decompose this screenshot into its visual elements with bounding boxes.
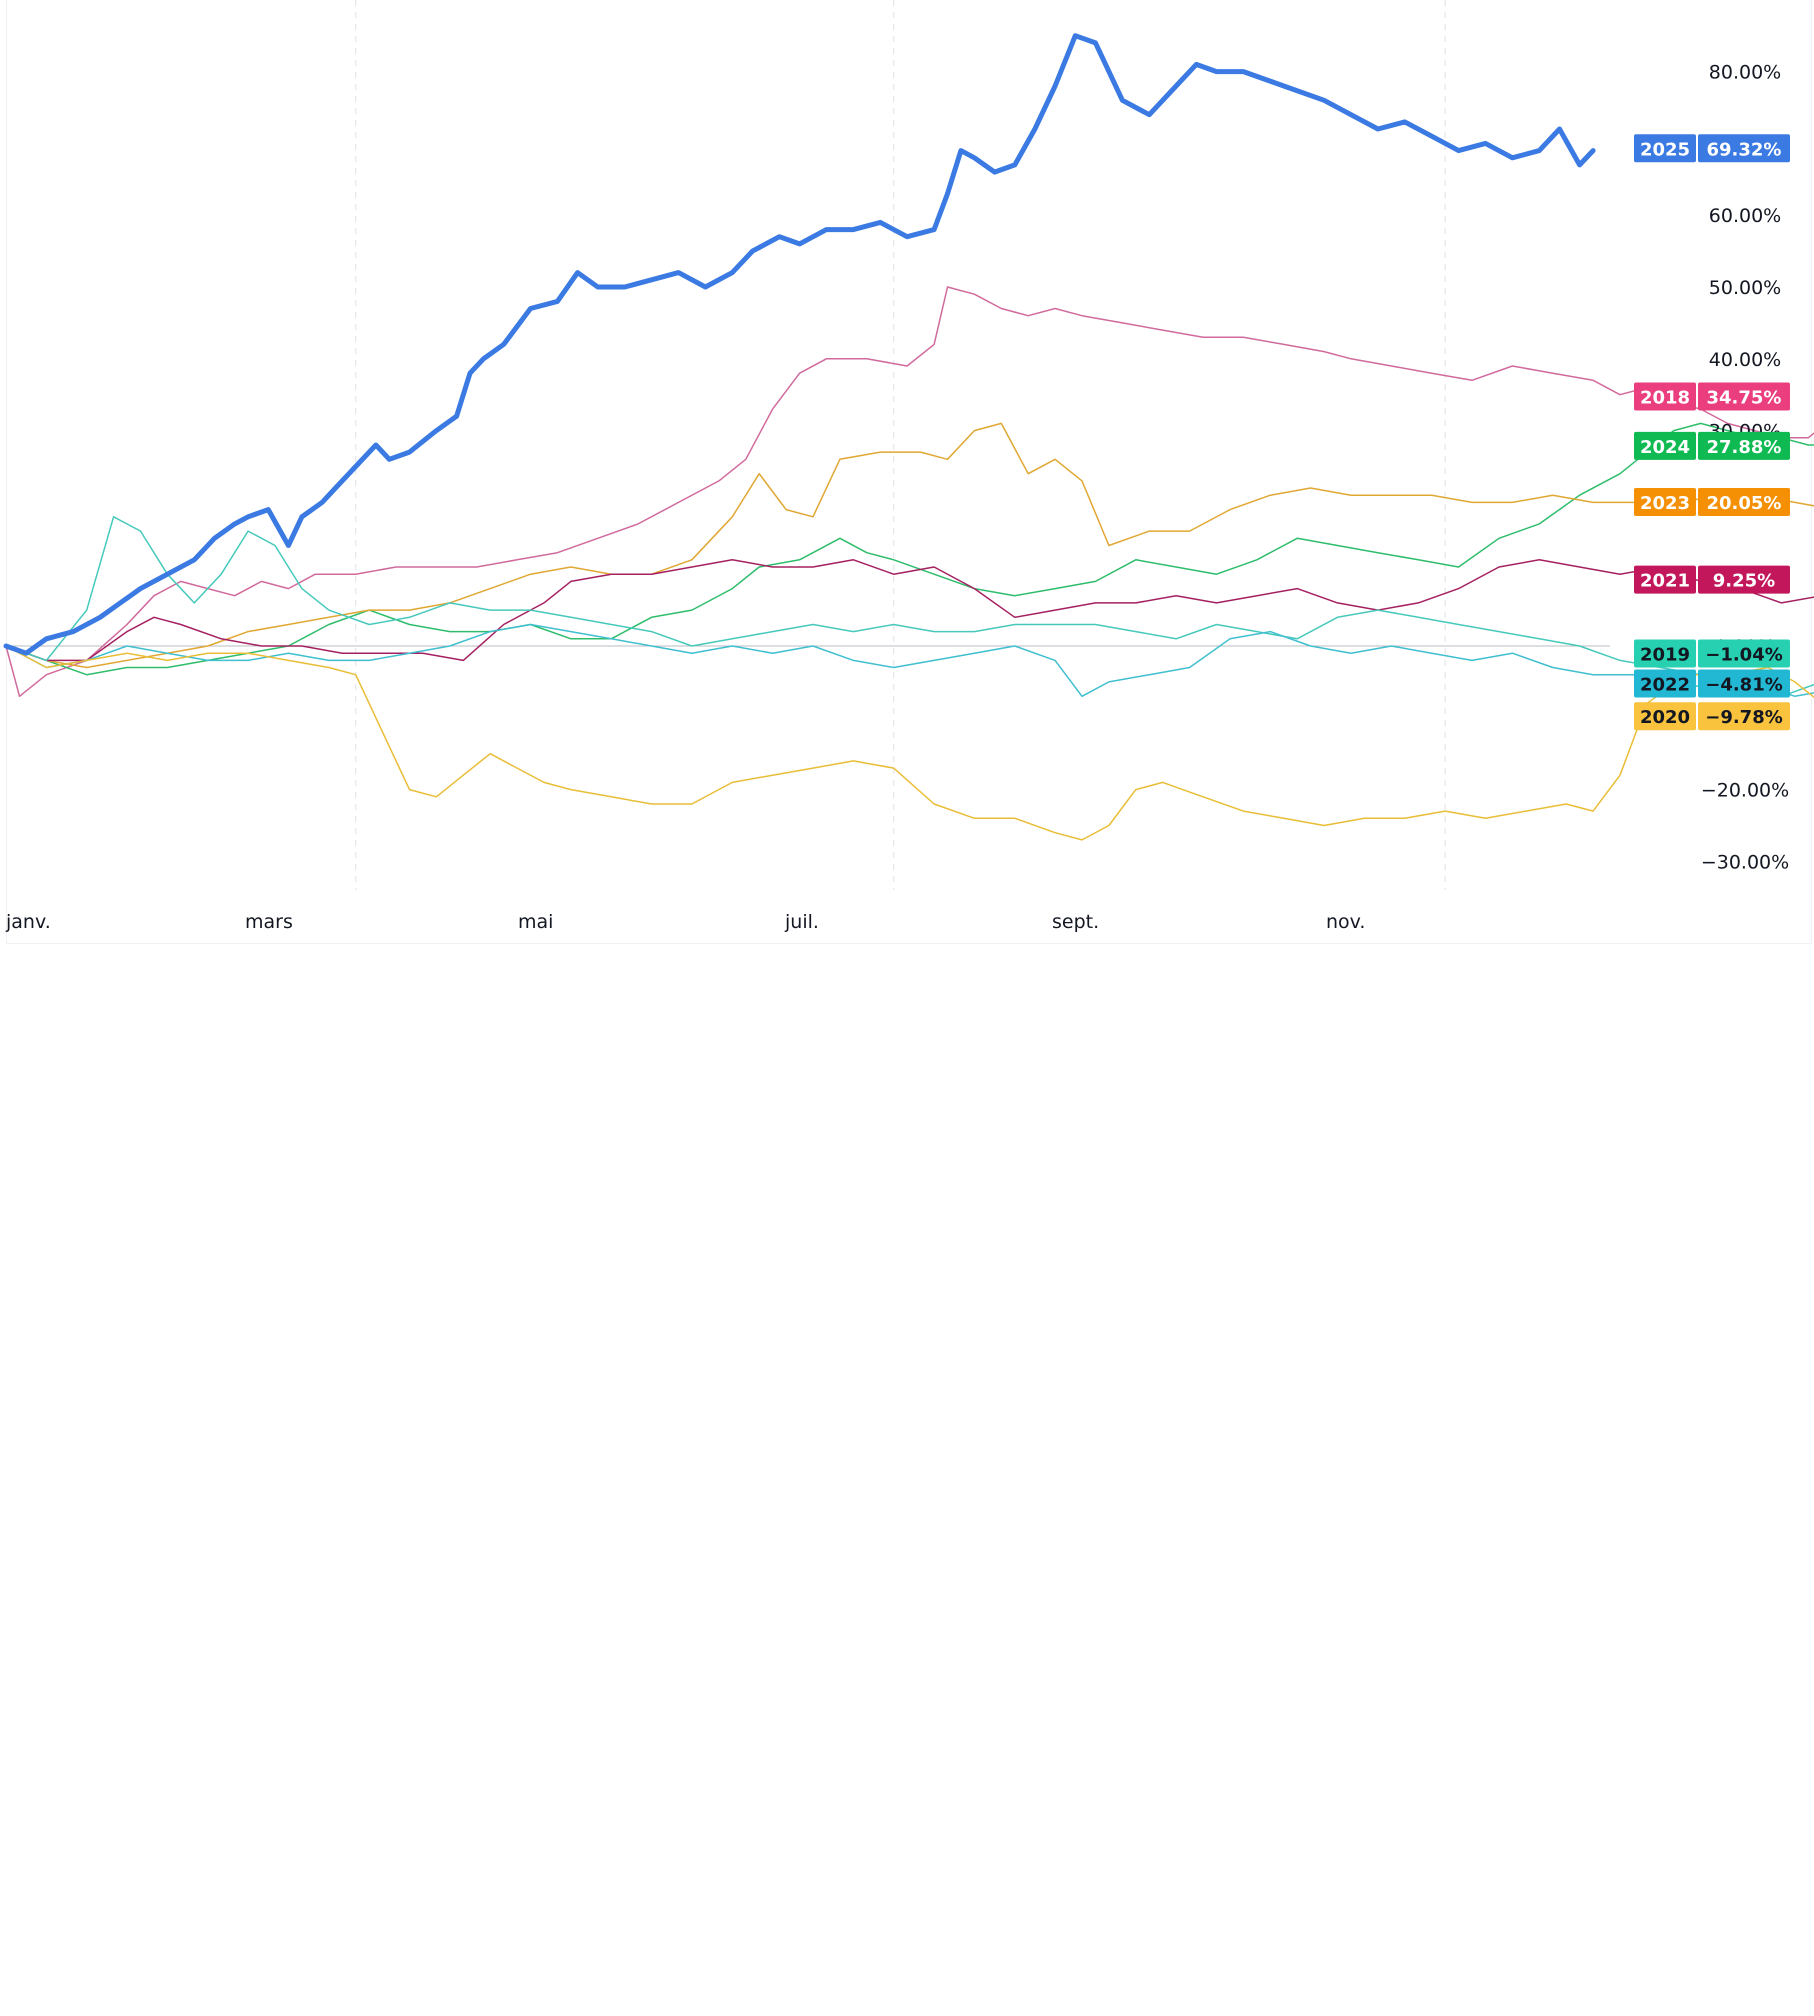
badge-value-bg: [1698, 639, 1790, 668]
series-line-2018: [5, 286, 1814, 698]
comparison-chart: 80.00%60.00%50.00%40.00%30.00%0.00%−20.0…: [3, 0, 1814, 933]
badge-value-label: 34.75%: [1707, 387, 1782, 408]
badge-value-bg: [1698, 431, 1790, 460]
badge-year-label: 2025: [1640, 139, 1690, 160]
badge-2022: 2022 −4.81%: [1634, 669, 1790, 698]
x-tick-label: janv.: [5, 911, 51, 933]
badge-year-label: 2024: [1640, 437, 1690, 458]
badge-value-label: −4.81%: [1705, 674, 1783, 695]
series-badges: 2025 69.32% 2018 34.75% 2024 27.88% 2023 20.05%…: [1634, 134, 1790, 731]
series-line-2023: [5, 422, 1814, 669]
badge-value-label: 20.05%: [1707, 493, 1782, 514]
badge-value-label: −1.04%: [1705, 644, 1783, 665]
badge-2019: 2019 −1.04%: [1634, 639, 1790, 668]
badge-year-label: 2020: [1640, 707, 1690, 728]
badge-year-bg: [1634, 565, 1696, 594]
badge-year-label: 2019: [1640, 644, 1690, 665]
y-tick-label: 40.00%: [1709, 349, 1781, 371]
x-tick-label: nov.: [1326, 911, 1365, 933]
y-tick-label: −20.00%: [1701, 780, 1789, 802]
badge-value-bg: [1698, 565, 1790, 594]
badge-value-label: 9.25%: [1713, 571, 1775, 592]
x-tick-label: mai: [518, 911, 553, 933]
series-line-2025: [3, 33, 1596, 656]
badge-2021: 2021 9.25%: [1634, 565, 1790, 594]
x-tick-label: sept.: [1052, 911, 1099, 933]
badge-year-bg: [1634, 134, 1696, 163]
badge-2018: 2018 34.75%: [1634, 382, 1790, 411]
badge-2023: 2023 20.05%: [1634, 488, 1790, 517]
chart-frame: [6, 0, 1812, 944]
badge-value-bg: [1698, 382, 1790, 411]
x-tick-label: juil.: [784, 911, 819, 933]
y-tick-label: 50.00%: [1709, 277, 1781, 299]
y-tick-label: 60.00%: [1709, 205, 1781, 227]
grid-layer: [6, 0, 1610, 890]
badge-year-bg: [1634, 639, 1696, 668]
y-tick-label: −30.00%: [1701, 851, 1789, 873]
x-tick-label: mars: [245, 911, 293, 933]
badge-year-bg: [1634, 431, 1696, 460]
x-axis: janv. mars mai juil. sept. nov.: [5, 911, 1365, 933]
series-lines: [3, 33, 1814, 841]
badge-2025: 2025 69.32%: [1634, 134, 1790, 163]
badge-year-bg: [1634, 702, 1696, 731]
badge-year-label: 2022: [1640, 674, 1690, 695]
badge-2020: 2020 −9.78%: [1634, 702, 1790, 731]
badge-year-bg: [1634, 488, 1696, 517]
y-tick-label: 80.00%: [1709, 62, 1781, 84]
badge-year-bg: [1634, 382, 1696, 411]
y-axis: 80.00%60.00%50.00%40.00%30.00%0.00%−20.0…: [1701, 62, 1789, 874]
badge-year-label: 2018: [1640, 387, 1690, 408]
badge-value-label: 27.88%: [1707, 437, 1782, 458]
badge-value-bg: [1698, 134, 1790, 163]
badge-value-bg: [1698, 669, 1790, 698]
series-line-2019: [5, 516, 1814, 698]
badge-value-bg: [1698, 702, 1790, 731]
series-line-2021: [5, 559, 1814, 662]
badge-value-label: 69.32%: [1707, 139, 1782, 160]
series-line-2020: [5, 645, 1814, 841]
badge-value-bg: [1698, 488, 1790, 517]
badge-value-label: −9.78%: [1705, 707, 1783, 728]
badge-2024: 2024 27.88%: [1634, 431, 1790, 460]
badge-year-label: 2021: [1640, 571, 1690, 592]
badge-year-label: 2023: [1640, 493, 1690, 514]
badge-year-bg: [1634, 669, 1696, 698]
series-line-2022: [5, 623, 1814, 698]
